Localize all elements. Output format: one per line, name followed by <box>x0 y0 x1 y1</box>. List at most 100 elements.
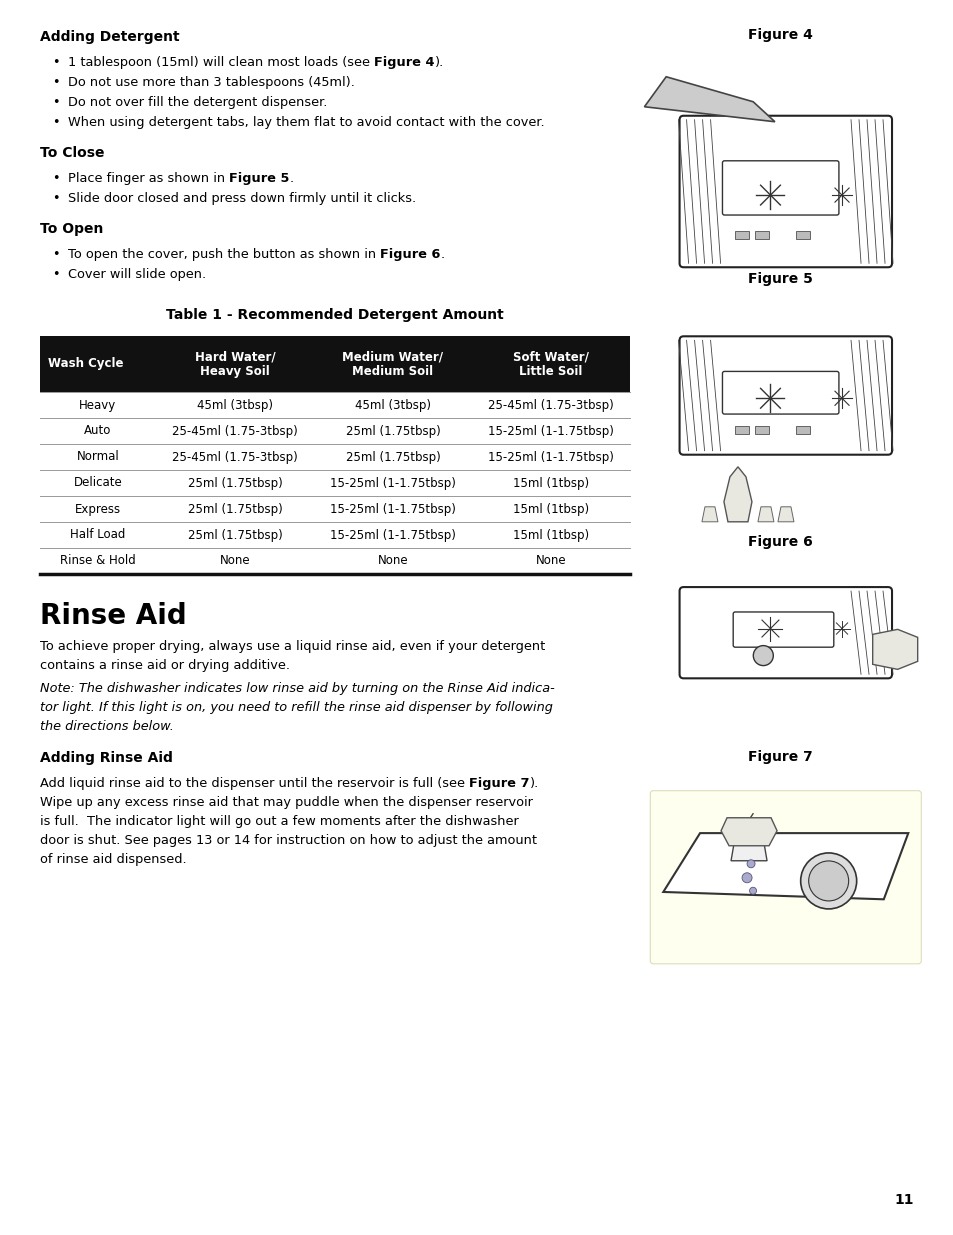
Text: of rinse aid dispensed.: of rinse aid dispensed. <box>40 853 187 866</box>
Text: •: • <box>52 77 59 89</box>
Bar <box>795 426 809 433</box>
Text: •: • <box>52 172 59 185</box>
Text: 25ml (1.75tbsp): 25ml (1.75tbsp) <box>188 477 282 489</box>
Text: 45ml (3tbsp): 45ml (3tbsp) <box>355 399 431 411</box>
Polygon shape <box>720 818 777 846</box>
Text: 25-45ml (1.75-3tbsp): 25-45ml (1.75-3tbsp) <box>488 399 613 411</box>
Polygon shape <box>872 630 917 669</box>
Text: To open the cover, push the button as shown in: To open the cover, push the button as sh… <box>68 248 380 261</box>
Text: To achieve proper drying, always use a liquid rinse aid, even if your detergent: To achieve proper drying, always use a l… <box>40 640 545 653</box>
Text: 15ml (1tbsp): 15ml (1tbsp) <box>513 477 588 489</box>
Polygon shape <box>723 467 751 522</box>
Text: Figure 6: Figure 6 <box>380 248 440 261</box>
Circle shape <box>808 861 848 900</box>
FancyBboxPatch shape <box>679 116 891 267</box>
Polygon shape <box>643 77 774 122</box>
Text: Figure 7: Figure 7 <box>469 777 529 790</box>
Bar <box>755 426 768 433</box>
Text: Table 1 - Recommended Detergent Amount: Table 1 - Recommended Detergent Amount <box>166 308 503 322</box>
Text: 25ml (1.75tbsp): 25ml (1.75tbsp) <box>345 451 440 463</box>
Text: Slide door closed and press down firmly until it clicks.: Slide door closed and press down firmly … <box>68 191 416 205</box>
Text: •: • <box>52 248 59 261</box>
Text: Auto: Auto <box>84 425 112 437</box>
Text: 25ml (1.75tbsp): 25ml (1.75tbsp) <box>345 425 440 437</box>
Text: Figure 4: Figure 4 <box>747 28 812 42</box>
Text: Add liquid rinse aid to the dispenser until the reservoir is full (see: Add liquid rinse aid to the dispenser un… <box>40 777 469 790</box>
Text: None: None <box>219 555 250 568</box>
Text: Do not use more than 3 tablespoons (45ml).: Do not use more than 3 tablespoons (45ml… <box>68 77 355 89</box>
Text: 45ml (3tbsp): 45ml (3tbsp) <box>196 399 273 411</box>
Circle shape <box>749 887 756 894</box>
Text: Soft Water/
Little Soil: Soft Water/ Little Soil <box>513 350 588 378</box>
Text: 15-25ml (1-1.75tbsp): 15-25ml (1-1.75tbsp) <box>330 503 456 515</box>
Bar <box>734 231 748 238</box>
Text: Adding Rinse Aid: Adding Rinse Aid <box>40 751 172 764</box>
Text: Delicate: Delicate <box>73 477 122 489</box>
Text: 2 Tbsp. (25ml): 2 Tbsp. (25ml) <box>802 149 858 158</box>
Text: tor light. If this light is on, you need to refill the rinse aid dispenser by fo: tor light. If this light is on, you need… <box>40 701 553 714</box>
Polygon shape <box>701 506 718 522</box>
Text: Do not over fill the detergent dispenser.: Do not over fill the detergent dispenser… <box>68 96 327 109</box>
Text: ).: ). <box>435 56 443 69</box>
Text: .: . <box>290 172 294 185</box>
Text: •: • <box>52 56 59 69</box>
Text: 11: 11 <box>894 1193 913 1207</box>
Bar <box>40 336 629 391</box>
Text: Note: The dishwasher indicates low rinse aid by turning on the Rinse Aid indica-: Note: The dishwasher indicates low rinse… <box>40 682 554 695</box>
Text: Heavy: Heavy <box>79 399 116 411</box>
Circle shape <box>753 646 773 666</box>
Text: •: • <box>52 116 59 128</box>
Text: •: • <box>52 96 59 109</box>
Text: •: • <box>52 268 59 282</box>
Text: 25ml (1.75tbsp): 25ml (1.75tbsp) <box>188 529 282 541</box>
Bar <box>734 426 748 433</box>
Text: None: None <box>377 555 408 568</box>
Text: When using detergent tabs, lay them flat to avoid contact with the cover.: When using detergent tabs, lay them flat… <box>68 116 544 128</box>
Polygon shape <box>730 826 766 861</box>
Text: 3 Tbsp. Max.: 3 Tbsp. Max. <box>802 137 851 147</box>
Text: 15ml (1tbsp): 15ml (1tbsp) <box>513 529 588 541</box>
Text: Cover will slide open.: Cover will slide open. <box>68 268 206 282</box>
Text: •: • <box>52 191 59 205</box>
Text: Place finger as shown in: Place finger as shown in <box>68 172 229 185</box>
Text: 15-25ml (1-1.75tbsp): 15-25ml (1-1.75tbsp) <box>488 451 614 463</box>
Text: Express: Express <box>74 503 121 515</box>
Text: door is shut. See pages 13 or 14 for instruction on how to adjust the amount: door is shut. See pages 13 or 14 for ins… <box>40 834 537 847</box>
Text: the directions below.: the directions below. <box>40 720 173 734</box>
Text: Hard Water/
Heavy Soil: Hard Water/ Heavy Soil <box>194 350 274 378</box>
Text: Adding Detergent: Adding Detergent <box>40 30 179 44</box>
Text: Wash Cycle: Wash Cycle <box>48 357 123 370</box>
Polygon shape <box>777 506 793 522</box>
Circle shape <box>746 860 754 868</box>
Text: Normal: Normal <box>76 451 119 463</box>
Bar <box>755 231 768 238</box>
Text: 25-45ml (1.75-3tbsp): 25-45ml (1.75-3tbsp) <box>172 451 297 463</box>
Text: Rinse Aid: Rinse Aid <box>40 601 187 630</box>
Text: 25ml (1.75tbsp): 25ml (1.75tbsp) <box>188 503 282 515</box>
FancyBboxPatch shape <box>733 613 833 647</box>
Text: ).: ). <box>529 777 538 790</box>
Bar <box>795 231 809 238</box>
Text: 1 tablespoon (15ml) will clean most loads (see: 1 tablespoon (15ml) will clean most load… <box>68 56 374 69</box>
Text: Half Load: Half Load <box>71 529 126 541</box>
Text: 15-25ml (1-1.75tbsp): 15-25ml (1-1.75tbsp) <box>330 529 456 541</box>
Text: .: . <box>440 248 444 261</box>
Text: 15ml (1tbsp): 15ml (1tbsp) <box>513 503 588 515</box>
Text: 1 Tbsp. (15ml): 1 Tbsp. (15ml) <box>802 162 858 170</box>
Text: 25-45ml (1.75-3tbsp): 25-45ml (1.75-3tbsp) <box>172 425 297 437</box>
Text: 15-25ml (1-1.75tbsp): 15-25ml (1-1.75tbsp) <box>330 477 456 489</box>
Text: Wipe up any excess rinse aid that may puddle when the dispenser reservoir: Wipe up any excess rinse aid that may pu… <box>40 797 533 809</box>
FancyBboxPatch shape <box>650 790 921 963</box>
Text: To Close: To Close <box>40 146 105 161</box>
Text: is full.  The indicator light will go out a few moments after the dishwasher: is full. The indicator light will go out… <box>40 815 518 827</box>
FancyBboxPatch shape <box>721 161 838 215</box>
Text: contains a rinse aid or drying additive.: contains a rinse aid or drying additive. <box>40 659 290 672</box>
Text: Figure 6: Figure 6 <box>747 535 812 550</box>
Circle shape <box>741 873 751 883</box>
FancyBboxPatch shape <box>721 372 838 414</box>
Text: 15-25ml (1-1.75tbsp): 15-25ml (1-1.75tbsp) <box>488 425 614 437</box>
Text: Figure 5: Figure 5 <box>747 272 812 287</box>
Text: Figure 4: Figure 4 <box>374 56 435 69</box>
FancyBboxPatch shape <box>679 587 891 678</box>
Text: Rinse & Hold: Rinse & Hold <box>60 555 135 568</box>
